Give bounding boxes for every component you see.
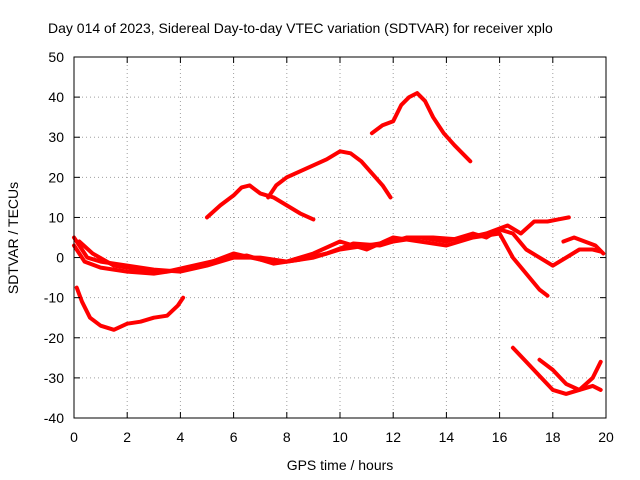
series-line-pass-low-1 (74, 285, 186, 332)
x-tick-label: 18 (545, 429, 561, 445)
series-line-pass-base-3 (77, 215, 571, 274)
series-line-pass-high-1 (369, 91, 473, 164)
x-tick-label: 20 (598, 429, 614, 445)
x-tick-label: 10 (332, 429, 348, 445)
series-line-pass-low-2 (510, 345, 603, 396)
y-tick-label: -30 (44, 370, 64, 386)
x-tick-label: 0 (70, 429, 78, 445)
y-tick-label: 10 (48, 209, 64, 225)
y-tick-label: 40 (48, 89, 64, 105)
y-tick-label: 30 (48, 129, 64, 145)
x-axis-label: GPS time / hours (287, 457, 394, 473)
y-axis-label: SDTVAR / TECUs (5, 182, 21, 294)
x-tick-label: 16 (492, 429, 508, 445)
x-tick-label: 8 (283, 429, 291, 445)
y-tick-label: -20 (44, 330, 64, 346)
chart-title: Day 014 of 2023, Sidereal Day-to-day VTE… (48, 20, 553, 36)
x-tick-label: 2 (123, 429, 131, 445)
y-tick-label: 0 (56, 250, 64, 266)
y-tick-label: 50 (48, 49, 64, 65)
series-line-pass-low-3 (537, 357, 603, 392)
series-line-pass-mid-1 (205, 183, 316, 222)
tick-layer: 0 2 4 6 8 10 12 14 16 18 20 -40 -30 -20 -10 0 10 20 30 40 50 (44, 49, 614, 445)
x-tick-label: 12 (385, 429, 401, 445)
series-line-pass-base-2 (72, 231, 550, 298)
y-tick-label: 20 (48, 169, 64, 185)
x-tick-label: 14 (439, 429, 455, 445)
y-tick-label: -40 (44, 410, 64, 426)
series-line-pass-mid-2 (266, 149, 393, 200)
y-tick-label: -10 (44, 290, 64, 306)
series-layer (72, 91, 606, 396)
x-tick-label: 4 (177, 429, 185, 445)
series-line-pass-base-4 (561, 235, 606, 256)
x-tick-label: 6 (230, 429, 238, 445)
